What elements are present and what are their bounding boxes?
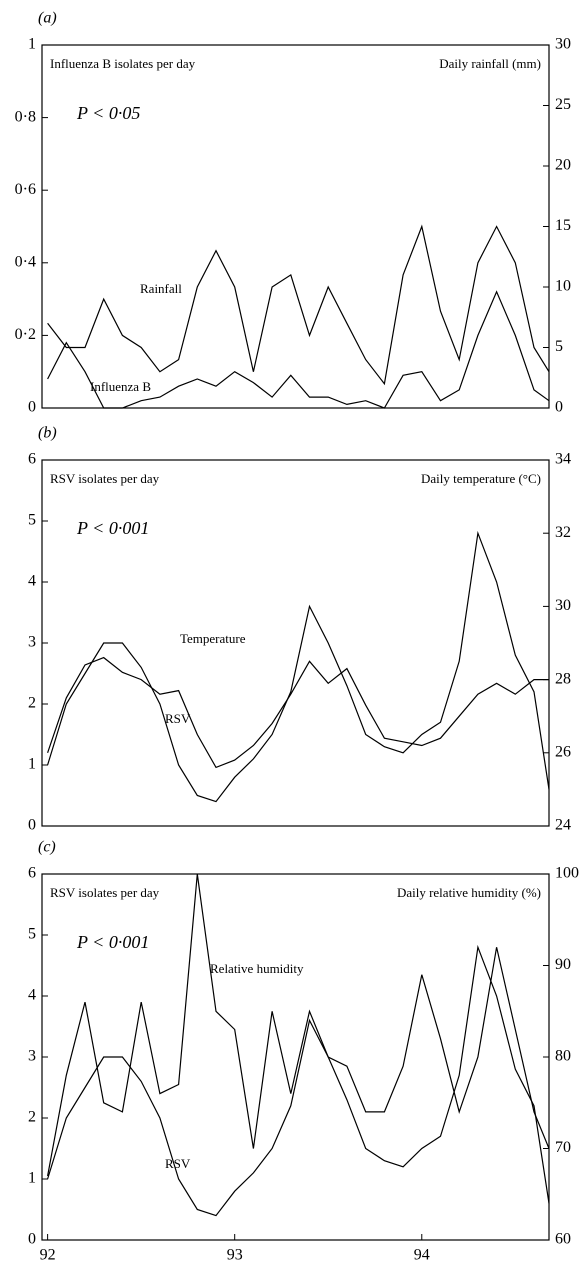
annotation: P < 0·001: [76, 518, 149, 538]
y-tick-label: 0: [28, 399, 36, 416]
x-tick-label: 94: [414, 1247, 430, 1264]
y-tick-label: 1: [28, 756, 36, 773]
y2-tick-label: 26: [555, 743, 571, 760]
x-tick-label: 92: [40, 1247, 56, 1264]
annotation: P < 0·05: [76, 103, 140, 123]
y-tick-label: 1: [28, 36, 36, 53]
y-tick-label: 3: [28, 634, 36, 651]
y2-tick-label: 0: [555, 399, 563, 416]
y2-tick-label: 90: [555, 956, 571, 973]
series-line: [47, 530, 550, 803]
y2-axis-label: Daily relative humidity (%): [397, 885, 541, 900]
y2-tick-label: 28: [555, 670, 571, 687]
series-line: [47, 224, 550, 386]
y-axis-label: Influenza B isolates per day: [50, 56, 196, 71]
y2-tick-label: 10: [555, 278, 571, 295]
y2-tick-label: 20: [555, 157, 571, 174]
y-tick-label: 6: [28, 865, 36, 882]
y2-tick-label: 30: [555, 36, 571, 53]
y-tick-label: 5: [28, 512, 36, 529]
y2-tick-label: 80: [555, 1048, 571, 1065]
panel-label: (b): [38, 425, 57, 442]
y-tick-label: 0·8: [15, 108, 36, 125]
y2-tick-label: 24: [555, 817, 571, 834]
series-label: RSV: [165, 711, 191, 726]
series-label: Rainfall: [140, 281, 182, 296]
series-label: Influenza B: [90, 379, 151, 394]
y2-tick-label: 15: [555, 217, 571, 234]
y-tick-label: 0·6: [15, 181, 36, 198]
y2-tick-label: 5: [555, 338, 563, 355]
series-label: Temperature: [180, 631, 246, 646]
y-tick-label: 4: [28, 987, 36, 1004]
y-tick-label: 4: [28, 573, 36, 590]
y2-tick-label: 34: [555, 451, 571, 468]
series-line: [47, 944, 550, 1217]
panel-label: (a): [38, 10, 57, 27]
series-line: [47, 656, 549, 769]
y-tick-label: 2: [28, 695, 36, 712]
series-label: RSV: [165, 1156, 191, 1171]
series-line: [47, 873, 550, 1177]
y2-tick-label: 100: [555, 865, 579, 882]
y-tick-label: 5: [28, 926, 36, 943]
y2-axis-label: Daily rainfall (mm): [439, 56, 541, 71]
panel-label: (c): [38, 839, 56, 856]
series-line: [47, 290, 550, 409]
y-tick-label: 0·2: [15, 326, 36, 343]
y-tick-label: 1: [28, 1170, 36, 1187]
y2-tick-label: 70: [555, 1139, 571, 1156]
y2-tick-label: 60: [555, 1231, 571, 1248]
y2-tick-label: 25: [555, 96, 571, 113]
y2-axis-label: Daily temperature (°C): [421, 471, 541, 486]
y-tick-label: 2: [28, 1109, 36, 1126]
y-tick-label: 6: [28, 451, 36, 468]
y-tick-label: 3: [28, 1048, 36, 1065]
annotation: P < 0·001: [76, 932, 149, 952]
y-tick-label: 0: [28, 817, 36, 834]
y-axis-label: RSV isolates per day: [50, 471, 160, 486]
x-tick-label: 93: [227, 1247, 243, 1264]
plot-frame: [41, 44, 550, 409]
y-tick-label: 0: [28, 1231, 36, 1248]
y-axis-label: RSV isolates per day: [50, 885, 160, 900]
y2-tick-label: 30: [555, 597, 571, 614]
series-label: Relative humidity: [210, 961, 304, 976]
y2-tick-label: 32: [555, 524, 571, 541]
y-tick-label: 0·4: [15, 253, 36, 270]
